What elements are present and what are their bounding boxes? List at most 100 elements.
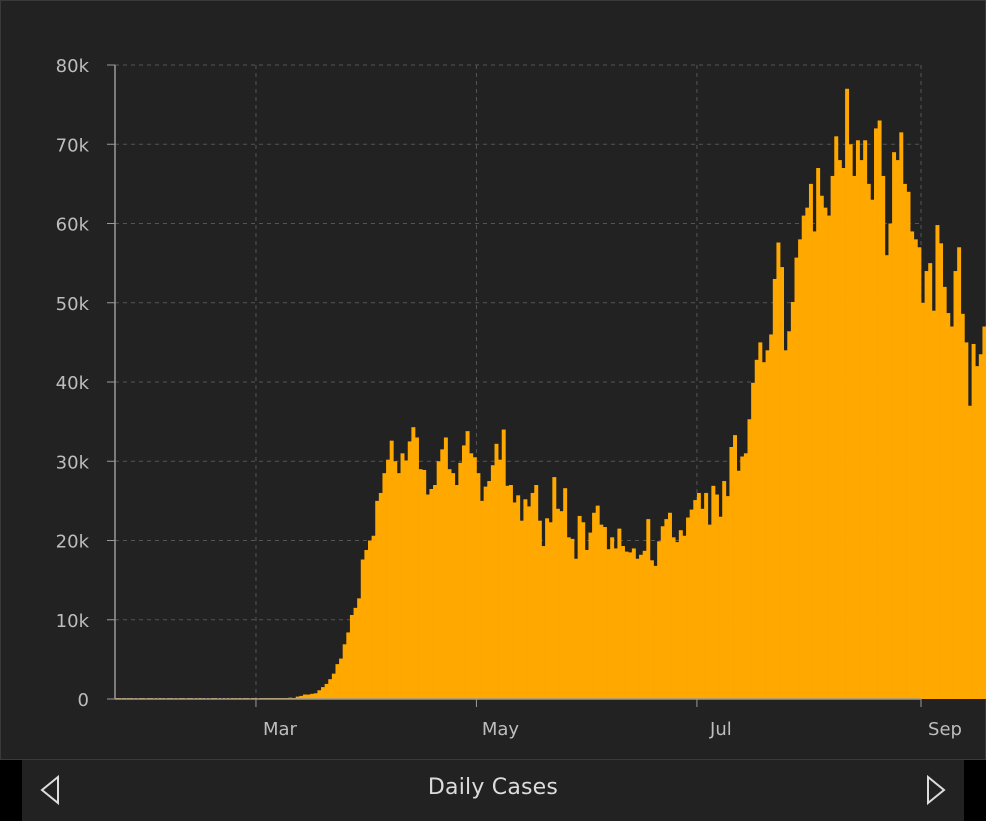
bar-2020-07-10 [729,446,734,699]
bar-2020-04-19 [433,485,438,699]
bar-2020-09-10 [953,271,958,699]
bar-2020-05-28 [574,558,578,699]
bar-2020-07-04 [707,524,712,699]
bar-2020-05-14 [523,499,528,699]
bar-2020-08-05 [823,207,828,699]
bar-2020-03-13 [299,695,304,699]
bar-2020-05-13 [519,520,524,699]
bar-2020-07-07 [718,516,723,699]
bar-2020-05-29 [577,515,582,699]
bar-2020-07-14 [743,453,748,699]
bar-2020-04-15 [418,469,423,699]
bar-2020-08-02 [812,231,817,700]
bar-2020-07-16 [751,382,756,699]
daily-cases-chart: 0 10k 20k 30k 40k 50k 60k 70k 80k Mar May Jul Sep [56,56,986,740]
bar-2020-09-13 [964,342,969,700]
bar-2020-08-08 [834,136,839,699]
bar-2020-06-25 [675,542,680,699]
bar-2020-06-17 [646,519,651,699]
bar-2020-07-25 [783,350,788,699]
bar-2020-05-08 [501,429,506,699]
bar-2020-08-09 [837,160,842,700]
bar-2020-06-14 [635,558,640,699]
bar-2020-05-16 [530,492,535,699]
bar-2020-04-21 [440,449,445,699]
bar-2020-04-17 [425,494,430,699]
bar-2020-08-23 [888,223,893,699]
bar-2020-06-09 [617,528,622,699]
bar-2020-09-06 [939,243,944,699]
bar-2020-06-08 [613,548,618,699]
x-tick-label: Sep [928,719,962,740]
bar-2020-04-04 [378,492,383,699]
bar-2020-09-12 [960,313,965,699]
bar-2020-05-31 [584,550,589,699]
bar-2020-07-11 [733,435,738,699]
bar-2020-09-05 [935,225,940,699]
bar-2020-07-01 [696,492,701,699]
bar-2020-07-31 [805,207,810,699]
bar-2020-04-16 [422,469,427,699]
bar-2020-08-15 [859,160,864,700]
bar-2020-03-28 [353,607,358,699]
y-tick-label: 40k [56,373,90,394]
labels-layer: 0 10k 20k 30k 40k 50k 60k 70k 80k Mar May Jul Sep [56,56,962,740]
chart-footer: Daily Cases [0,760,986,821]
bar-2020-04-28 [465,431,470,699]
bar-2020-09-16 [975,366,980,699]
bar-2020-09-15 [971,343,976,699]
bar-2020-06-03 [595,505,600,699]
bar-2020-03-25 [342,644,347,699]
bar-2020-05-21 [548,522,553,699]
bar-2020-07-13 [740,456,745,699]
bar-2020-07-19 [761,362,766,699]
bar-2020-06-13 [631,548,636,699]
bar-2020-07-03 [704,492,709,699]
bar-2020-05-26 [566,537,571,699]
bar-2020-06-04 [599,524,604,699]
bar-2020-04-26 [458,462,463,699]
bar-2020-05-11 [512,502,517,699]
bar-2020-06-22 [664,519,669,699]
bar-2020-08-10 [841,168,846,699]
bar-2020-05-01 [476,473,481,699]
bar-2020-08-25 [895,160,900,700]
bar-2020-04-29 [469,453,474,699]
bar-2020-09-18 [982,326,986,699]
bar-2020-06-19 [653,565,658,699]
bar-2020-05-05 [490,465,495,699]
bar-2020-03-24 [339,658,344,699]
bar-2020-04-25 [454,485,459,699]
bar-2020-03-23 [335,664,340,699]
previous-chart-button[interactable] [34,773,68,807]
bar-2020-03-14 [302,694,307,699]
triangle-right-icon [927,774,946,806]
bar-2020-08-16 [863,140,868,700]
bar-2020-07-20 [765,350,770,699]
bar-2020-04-10 [400,453,405,699]
bar-2020-08-11 [845,88,850,699]
bar-2020-03-21 [328,679,333,699]
bar-2020-06-27 [682,535,687,699]
bar-2020-04-12 [407,441,412,699]
bar-2020-07-21 [769,334,774,699]
bar-2020-08-24 [892,152,897,700]
bar-2020-07-30 [801,215,806,699]
next-chart-button[interactable] [918,773,952,807]
bar-2020-04-08 [393,461,398,699]
bar-2020-09-03 [928,263,933,700]
x-tick-label: May [482,719,520,740]
bar-2020-07-23 [776,242,781,699]
bar-2020-06-23 [668,512,672,699]
y-tick-label: 30k [56,452,90,473]
bar-2020-04-09 [396,473,401,699]
bar-2020-04-24 [451,473,456,699]
bar-2020-09-04 [931,310,936,699]
bar-2020-06-21 [660,526,665,699]
bar-2020-05-25 [563,488,568,699]
bar-2020-06-11 [624,551,629,699]
x-tick-label: Mar [263,719,298,740]
bar-2020-04-05 [382,473,387,699]
bar-2020-04-14 [414,437,419,699]
bar-2020-08-22 [884,255,889,699]
